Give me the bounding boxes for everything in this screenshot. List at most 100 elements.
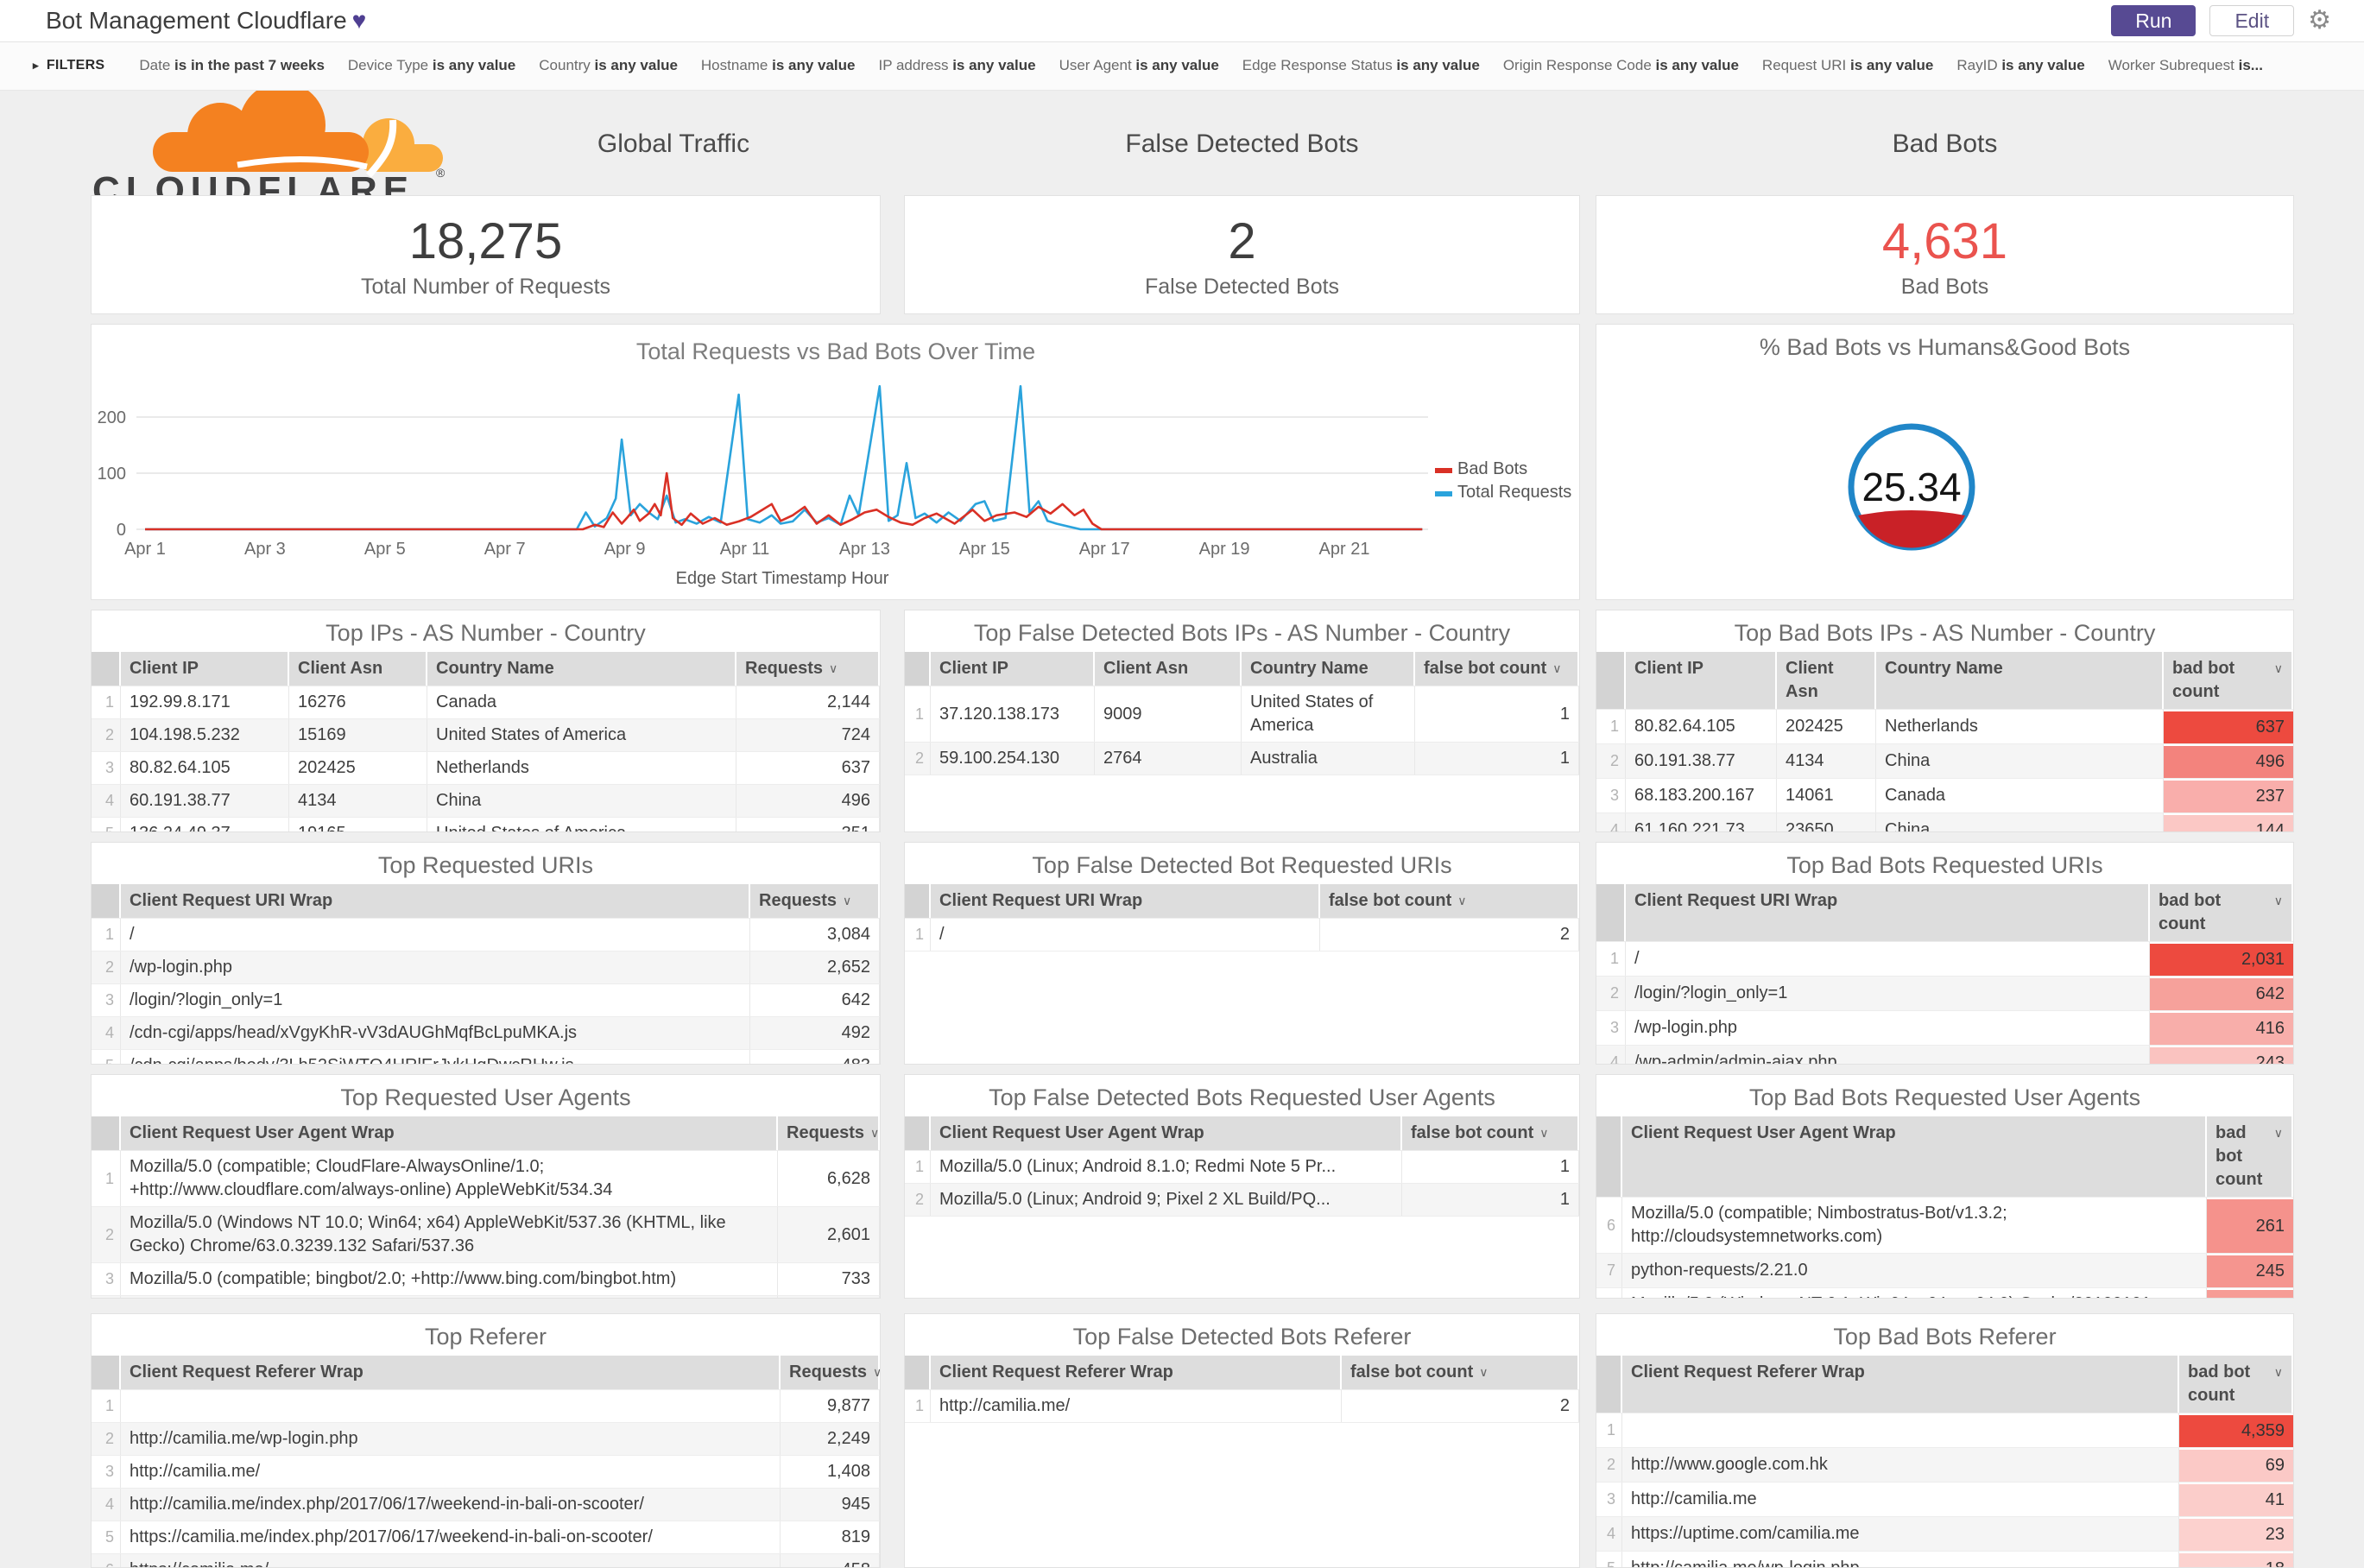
table-cell[interactable]: Canada [1876,779,2164,812]
table-cell[interactable]: https://camilia.me/ [121,1554,781,1567]
table-cell[interactable]: United States of America [427,719,736,751]
table-cell[interactable]: 59.100.254.130 [931,743,1095,775]
table-cell[interactable]: 16276 [289,686,427,718]
table-cell[interactable]: http://camilia.me/index.php/2017/06/17/w… [121,1489,781,1521]
table-cell[interactable]: 2,652 [750,952,880,983]
table-cell[interactable]: 9009 [1095,686,1242,742]
filter-item[interactable]: Request URI is any value [1761,57,1934,73]
table-cell[interactable]: 237 [2164,779,2293,812]
table-cell[interactable]: Canada [427,686,736,718]
table-cell[interactable]: 496 [736,785,880,817]
table-cell[interactable]: 261 [2207,1198,2293,1253]
table-cell[interactable]: / [1626,942,2150,976]
table-cell[interactable]: /cdn-cgi/apps/body/3Lh52SjWTQ4HRlErJykHq… [121,1050,750,1064]
column-header[interactable]: Client Request URI Wrap [931,884,1320,918]
filter-item[interactable]: Edge Response Status is any value [1242,57,1480,73]
table-cell[interactable]: http://camilia.me/ [931,1390,1342,1422]
table-cell[interactable]: 496 [2164,744,2293,778]
table-cell[interactable]: Mozilla/5.0 (compatible; CloudFlare-Alwa… [121,1151,778,1206]
table-cell[interactable]: /login/?login_only=1 [1626,977,2150,1010]
column-header[interactable]: false bot count ∨ [1320,884,1579,918]
column-header[interactable]: Client Asn [289,652,427,686]
column-header[interactable]: bad bot count ∨ [2150,884,2293,941]
column-header[interactable]: Client IP [1626,652,1777,709]
table-cell[interactable]: 1 [1415,686,1579,742]
table-cell[interactable]: Mozilla/5.0 (compatible; Nimbostratus-Bo… [1622,1198,2207,1253]
table-cell[interactable]: 733 [778,1263,880,1295]
settings-gear-icon[interactable]: ⚙ [2308,6,2331,35]
column-header[interactable]: Requests∨ [736,652,880,686]
table-cell[interactable]: Mozilla/5.0 (Windows NT 6.1; Win64; x64;… [1622,1288,2207,1298]
table-cell[interactable]: 80.82.64.105 [1626,710,1777,743]
filter-item[interactable]: Country is any value [539,57,678,73]
table-cell[interactable]: /wp-login.php [1626,1011,2150,1045]
table-cell[interactable]: / [121,919,750,951]
table-cell[interactable]: Mozilla/5.0 (compatible; bingbot/2.0; +h… [121,1263,778,1295]
table-cell[interactable]: 60.191.38.77 [1626,744,1777,778]
kpi-value[interactable]: 2 [1228,213,1256,270]
table-cell[interactable] [1622,1413,2179,1447]
table-cell[interactable]: United States of America [1242,686,1415,742]
table-cell[interactable]: Mozilla/5.0 (Linux; Android 8.1.0; Redmi… [931,1151,1402,1183]
table-cell[interactable]: 2,601 [778,1207,880,1262]
table-cell[interactable]: 23 [2179,1517,2293,1551]
table-cell[interactable]: http://camilia.me/wp-login.php [1622,1552,2179,1567]
filters-toggle[interactable]: ▸ FILTERS [33,58,104,73]
table-cell[interactable]: /login/?login_only=1 [121,984,750,1016]
table-cell[interactable]: China [1876,813,2164,831]
column-header[interactable]: bad bot count ∨ [2207,1116,2293,1197]
table-cell[interactable]: 6,628 [778,1151,880,1206]
column-header[interactable]: Country Name [427,652,736,686]
column-header[interactable]: Country Name [1242,652,1415,686]
table-cell[interactable]: 1,408 [781,1456,880,1488]
table-cell[interactable]: 724 [736,719,880,751]
table-cell[interactable]: 1 [1415,743,1579,775]
table-cell[interactable]: 819 [781,1521,880,1553]
table-cell[interactable]: /wp-admin/admin-ajax.php [1626,1046,2150,1064]
column-header[interactable]: Client Request URI Wrap [121,884,750,918]
column-header[interactable]: bad bot count ∨ [2179,1356,2293,1413]
column-header[interactable]: Requests∨ [781,1356,880,1389]
table-cell[interactable]: http://camilia.me [1622,1483,2179,1516]
kpi-value[interactable]: 18,275 [408,213,563,270]
filter-item[interactable]: User Agent is any value [1059,57,1219,73]
table-cell[interactable]: 41 [2179,1483,2293,1516]
table-cell[interactable]: https://camilia.me/index.php/2017/06/17/… [121,1521,781,1553]
table-cell[interactable]: 2,249 [781,1423,880,1455]
table-cell[interactable]: http://www.google.com.hk [1622,1448,2179,1482]
table-cell[interactable]: 23650 [1777,813,1876,831]
table-cell[interactable]: 492 [750,1017,880,1049]
column-header[interactable]: Client Request Referer Wrap [121,1356,781,1389]
table-cell[interactable] [121,1390,781,1422]
table-cell[interactable]: 458 [781,1554,880,1567]
table-cell[interactable]: 69 [2179,1448,2293,1482]
timeseries-chart[interactable]: 0 100 200 Apr 1 Apr 3 Apr 5 Apr 7 Apr 9 Apr 11 Ap… [92,325,1579,599]
column-header[interactable]: bad bot count ∨ [2164,652,2293,709]
table-cell[interactable]: https://uptime.com/camilia.me [1622,1517,2179,1551]
table-cell[interactable]: Netherlands [427,752,736,784]
table-cell[interactable]: http://camilia.me/ [121,1456,781,1488]
table-cell[interactable]: 1 [1402,1184,1579,1216]
table-cell[interactable]: 215 [2207,1288,2293,1298]
filter-item[interactable]: IP address is any value [878,57,1036,73]
table-cell[interactable] [121,1296,778,1298]
table-cell[interactable]: 19165 [289,818,427,831]
table-cell[interactable]: 136.24.49.37 [121,818,289,831]
table-cell[interactable]: 637 [2164,710,2293,743]
table-cell[interactable]: 2764 [1095,743,1242,775]
table-cell[interactable]: 637 [736,752,880,784]
edit-button[interactable]: Edit [2209,5,2295,36]
table-cell[interactable]: 202425 [289,752,427,784]
column-header[interactable]: Client Request Referer Wrap [931,1356,1342,1389]
table-cell[interactable]: 37.120.138.173 [931,686,1095,742]
table-cell[interactable]: 144 [2164,813,2293,831]
column-header[interactable]: Client IP [931,652,1095,686]
column-header[interactable]: Client Asn [1777,652,1876,709]
filter-item[interactable]: Hostname is any value [700,57,856,73]
column-header[interactable]: Client IP [121,652,289,686]
table-cell[interactable]: 202425 [1777,710,1876,743]
column-header[interactable]: Client Request URI Wrap [1626,884,2150,941]
column-header[interactable]: Requests∨ [750,884,880,918]
table-cell[interactable]: /wp-login.php [121,952,750,983]
kpi-value[interactable]: 4,631 [1881,213,2008,270]
